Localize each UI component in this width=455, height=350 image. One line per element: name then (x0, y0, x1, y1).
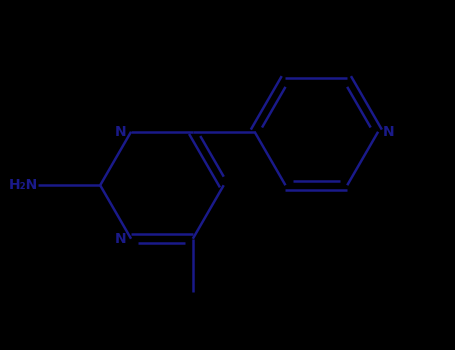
Text: H₂N: H₂N (9, 178, 38, 192)
Text: N: N (115, 232, 126, 246)
Text: N: N (383, 125, 394, 139)
Text: N: N (115, 125, 126, 139)
